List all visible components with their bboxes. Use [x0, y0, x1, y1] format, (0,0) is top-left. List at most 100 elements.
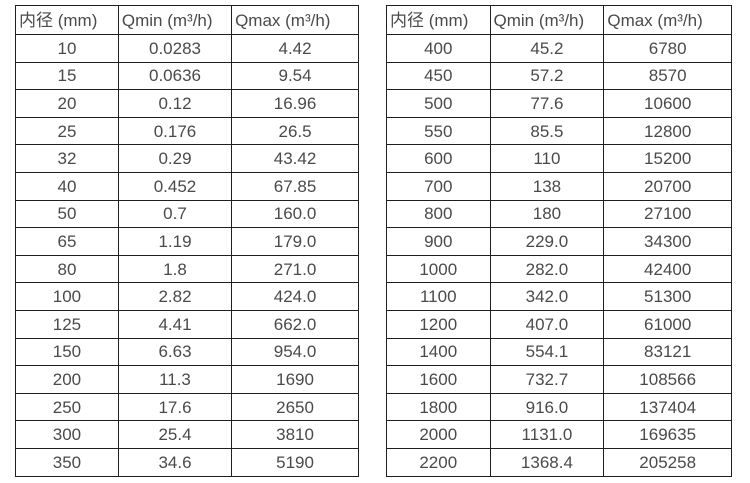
cell-qmin: 732.7 [489, 365, 605, 394]
cell-qmin: 0.0636 [117, 61, 233, 91]
cell-qmax: 271.0 [231, 254, 359, 284]
table-row: 500 77.6 10600 [386, 89, 732, 118]
cell-inner-diameter: 1100 [386, 282, 491, 311]
cell-inner-diameter: 600 [386, 144, 491, 173]
table-row: 1400 554.1 83121 [386, 337, 732, 367]
cell-qmin: 229.0 [489, 227, 605, 256]
table-row: 2000 1131.0 169635 [386, 420, 732, 449]
cell-qmin: 1368.4 [489, 447, 605, 477]
cell-qmax: 137404 [603, 392, 732, 422]
table-row: 300 25.4 3810 [15, 420, 359, 449]
table-row: 2200 1368.4 205258 [386, 447, 732, 477]
cell-inner-diameter: 125 [15, 309, 119, 339]
cell-qmax: 6780 [603, 34, 732, 63]
cell-qmin: 11.3 [117, 365, 233, 394]
cell-qmax: 20700 [603, 171, 732, 201]
table-row: 800 180 27100 [386, 199, 732, 229]
cell-qmax: 15200 [603, 144, 732, 173]
cell-inner-diameter: 1200 [386, 309, 491, 339]
cell-qmin: 34.6 [117, 447, 233, 477]
cell-qmax: 4.42 [231, 34, 359, 63]
cell-inner-diameter: 200 [15, 365, 119, 394]
cell-qmin: 57.2 [489, 61, 605, 91]
table-row: 400 45.2 6780 [386, 34, 732, 63]
cell-inner-diameter: 900 [386, 227, 491, 256]
flow-table-small-diameter: 内径 (mm) Qmin (m³/h) Qmax (m³/h) 10 0.0283… [15, 5, 359, 477]
cell-inner-diameter: 150 [15, 337, 119, 367]
table-body: 10 0.0283 4.42 15 0.0636 9.54 20 0.12 16.96 25 0.1… [15, 34, 359, 477]
cell-qmax: 1690 [231, 365, 359, 394]
table-row: 25 0.176 26.5 [15, 116, 359, 146]
cell-qmax: 83121 [603, 337, 732, 367]
cell-inner-diameter: 20 [15, 89, 119, 118]
cell-inner-diameter: 2200 [386, 447, 491, 477]
table-row: 80 1.8 271.0 [15, 254, 359, 284]
flow-table-large-diameter: 内径 (mm) Qmin (m³/h) Qmax (m³/h) 400 45.2 6… [386, 5, 732, 477]
table-row: 900 229.0 34300 [386, 227, 732, 256]
cell-inner-diameter: 1000 [386, 254, 491, 284]
cell-qmax: 26.5 [231, 116, 359, 146]
cell-qmax: 10600 [603, 89, 732, 118]
table-row: 1800 916.0 137404 [386, 392, 732, 422]
cell-qmin: 138 [489, 171, 605, 201]
cell-qmin: 2.82 [117, 282, 233, 311]
cell-qmax: 205258 [603, 447, 732, 477]
cell-qmax: 67.85 [231, 171, 359, 201]
cell-qmin: 342.0 [489, 282, 605, 311]
table-row: 50 0.7 160.0 [15, 199, 359, 229]
cell-qmin: 1131.0 [489, 420, 605, 449]
cell-qmax: 3810 [231, 420, 359, 449]
header-row: 内径 (mm) Qmin (m³/h) Qmax (m³/h) [386, 5, 732, 35]
cell-inner-diameter: 15 [15, 61, 119, 91]
cell-inner-diameter: 350 [15, 447, 119, 477]
cell-qmax: 954.0 [231, 337, 359, 367]
cell-qmin: 17.6 [117, 392, 233, 422]
cell-qmin: 0.176 [117, 116, 233, 146]
cell-qmax: 27100 [603, 199, 732, 229]
col-header-qmin: Qmin (m³/h) [489, 5, 605, 35]
cell-qmin: 4.41 [117, 309, 233, 339]
cell-qmin: 1.19 [117, 227, 233, 256]
cell-qmin: 0.0283 [117, 34, 233, 63]
cell-qmin: 282.0 [489, 254, 605, 284]
col-header-inner-diameter: 内径 (mm) [386, 5, 491, 35]
cell-qmax: 179.0 [231, 227, 359, 256]
table-row: 200 11.3 1690 [15, 365, 359, 394]
table-row: 350 34.6 5190 [15, 447, 359, 477]
table-body: 400 45.2 6780 450 57.2 8570 500 77.6 10600 550 85.… [386, 34, 732, 477]
cell-qmax: 51300 [603, 282, 732, 311]
cell-qmin: 0.7 [117, 199, 233, 229]
cell-qmax: 16.96 [231, 89, 359, 118]
table-row: 250 17.6 2650 [15, 392, 359, 422]
table-row: 450 57.2 8570 [386, 61, 732, 91]
cell-inner-diameter: 550 [386, 116, 491, 146]
cell-qmax: 160.0 [231, 199, 359, 229]
table-row: 20 0.12 16.96 [15, 89, 359, 118]
table-row: 40 0.452 67.85 [15, 171, 359, 201]
cell-inner-diameter: 250 [15, 392, 119, 422]
cell-qmin: 0.12 [117, 89, 233, 118]
cell-inner-diameter: 500 [386, 89, 491, 118]
cell-qmax: 12800 [603, 116, 732, 146]
table-row: 550 85.5 12800 [386, 116, 732, 146]
cell-inner-diameter: 1600 [386, 365, 491, 394]
table-row: 1000 282.0 42400 [386, 254, 732, 284]
cell-qmin: 916.0 [489, 392, 605, 422]
cell-qmax: 9.54 [231, 61, 359, 91]
cell-qmin: 6.63 [117, 337, 233, 367]
cell-inner-diameter: 40 [15, 171, 119, 201]
table-row: 150 6.63 954.0 [15, 337, 359, 367]
table-row: 1200 407.0 61000 [386, 309, 732, 339]
cell-inner-diameter: 100 [15, 282, 119, 311]
cell-qmin: 0.452 [117, 171, 233, 201]
cell-qmin: 110 [489, 144, 605, 173]
cell-qmax: 34300 [603, 227, 732, 256]
cell-inner-diameter: 1800 [386, 392, 491, 422]
cell-qmin: 77.6 [489, 89, 605, 118]
cell-qmax: 424.0 [231, 282, 359, 311]
cell-qmax: 42400 [603, 254, 732, 284]
cell-inner-diameter: 300 [15, 420, 119, 449]
cell-qmax: 662.0 [231, 309, 359, 339]
table-row: 10 0.0283 4.42 [15, 34, 359, 63]
table-row: 100 2.82 424.0 [15, 282, 359, 311]
